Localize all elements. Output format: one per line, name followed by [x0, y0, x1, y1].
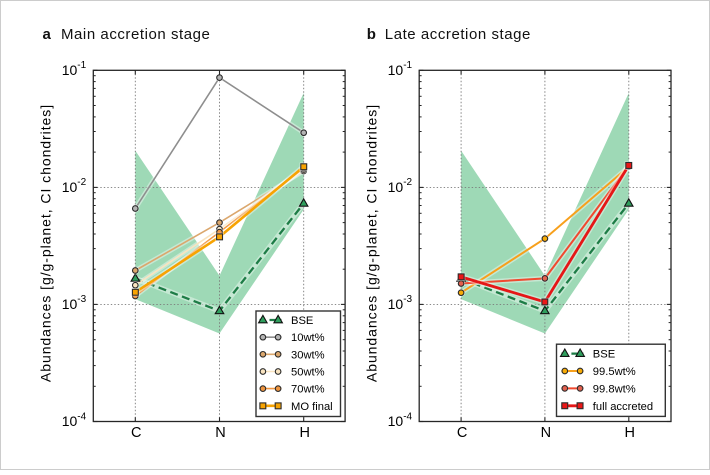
- svg-text:H: H: [299, 425, 309, 441]
- svg-text:-2: -2: [403, 177, 412, 188]
- svg-text:10: 10: [62, 62, 78, 78]
- svg-text:10: 10: [62, 413, 78, 429]
- svg-text:N: N: [215, 425, 225, 441]
- svg-text:-4: -4: [403, 411, 412, 422]
- svg-text:10: 10: [62, 296, 78, 312]
- svg-text:10: 10: [388, 179, 404, 195]
- svg-text:10: 10: [62, 179, 78, 195]
- svg-text:a: a: [43, 26, 52, 43]
- svg-text:full accreted: full accreted: [593, 401, 653, 413]
- svg-text:50wt%: 50wt%: [291, 367, 325, 379]
- svg-text:-1: -1: [77, 60, 86, 71]
- svg-text:Abundances [g/g-planet, CI cho: Abundances [g/g-planet, CI chondrites]: [37, 104, 53, 382]
- svg-text:-3: -3: [77, 294, 86, 305]
- svg-text:70wt%: 70wt%: [291, 384, 325, 396]
- svg-text:10: 10: [388, 62, 404, 78]
- svg-text:-3: -3: [403, 294, 412, 305]
- svg-text:BSE: BSE: [291, 315, 313, 327]
- svg-text:N: N: [541, 425, 551, 441]
- svg-text:MO final: MO final: [291, 401, 333, 413]
- svg-text:Late accretion stage: Late accretion stage: [385, 26, 531, 43]
- svg-text:C: C: [457, 425, 467, 441]
- svg-text:Main accretion stage: Main accretion stage: [61, 26, 210, 43]
- svg-text:10: 10: [388, 413, 404, 429]
- svg-text:-1: -1: [403, 60, 412, 71]
- svg-text:C: C: [131, 425, 141, 441]
- svg-text:99.8wt%: 99.8wt%: [593, 383, 636, 395]
- svg-text:BSE: BSE: [593, 349, 615, 361]
- svg-text:-2: -2: [77, 177, 86, 188]
- svg-text:H: H: [625, 425, 635, 441]
- svg-text:10wt%: 10wt%: [291, 332, 325, 344]
- svg-text:Abundances [g/g-planet, CI cho: Abundances [g/g-planet, CI chondrites]: [363, 104, 379, 382]
- svg-text:10: 10: [388, 296, 404, 312]
- svg-text:30wt%: 30wt%: [291, 349, 325, 361]
- svg-text:b: b: [367, 26, 376, 43]
- svg-text:-4: -4: [77, 411, 86, 422]
- svg-text:99.5wt%: 99.5wt%: [593, 366, 636, 378]
